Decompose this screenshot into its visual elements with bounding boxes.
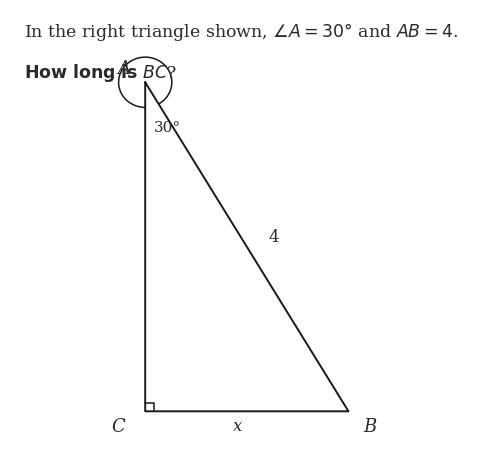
Text: 30°: 30° [153,121,181,135]
Text: C: C [112,418,125,436]
Text: B: B [363,418,377,436]
Text: 4: 4 [268,229,279,246]
Text: A: A [117,59,130,78]
Text: In the right triangle shown, $\angle A = 30°$ and $AB = 4$.: In the right triangle shown, $\angle A =… [24,21,458,43]
Text: $\mathbf{How\ long\ is}$ $BC$?: $\mathbf{How\ long\ is}$ $BC$? [24,62,177,84]
Text: x: x [232,418,242,435]
